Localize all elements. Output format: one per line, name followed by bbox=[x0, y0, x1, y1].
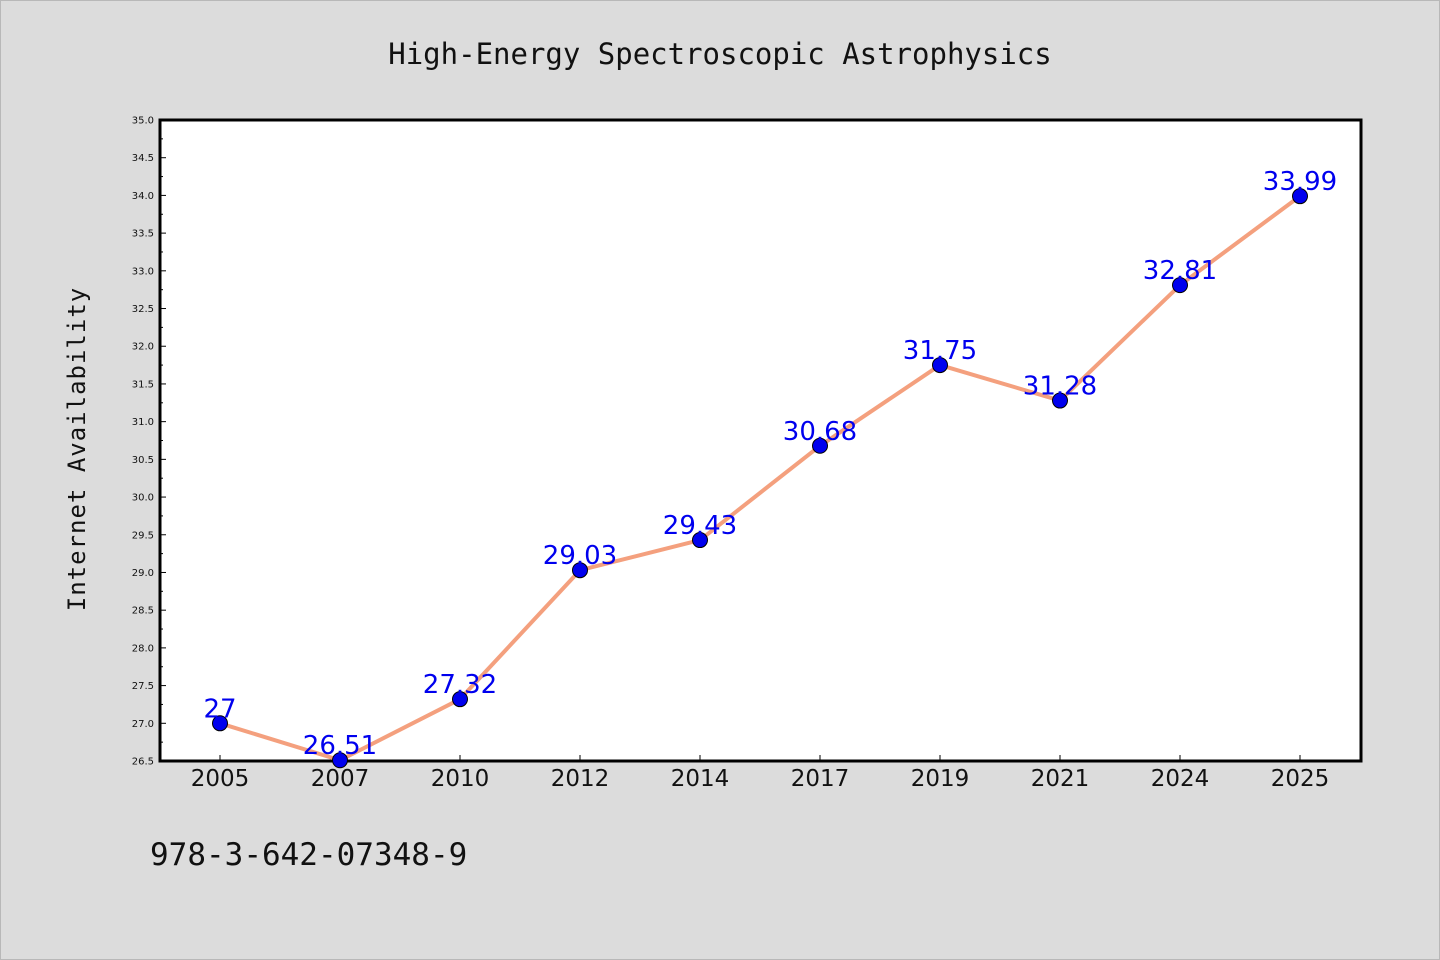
y-tick-label: 30.0 bbox=[132, 493, 154, 504]
y-tick-label: 32.0 bbox=[132, 342, 154, 353]
data-point-marker bbox=[452, 691, 468, 708]
x-tick-label: 2021 bbox=[1031, 766, 1090, 792]
y-tick-label: 27.5 bbox=[132, 681, 154, 692]
x-tick-label: 2007 bbox=[311, 766, 370, 792]
data-point-marker bbox=[812, 437, 828, 454]
y-tick-label: 26.5 bbox=[132, 757, 154, 768]
x-tick-label: 2012 bbox=[551, 766, 610, 792]
x-tick-label: 2024 bbox=[1151, 766, 1210, 792]
y-tick-label: 31.0 bbox=[132, 417, 154, 428]
data-point-marker bbox=[1052, 392, 1068, 409]
y-tick-label: 28.0 bbox=[132, 643, 154, 654]
y-axis: 26.5 27.0 27.5 28.0 28.5 29.0 29.5 30.0 30.5 31.0… bbox=[132, 116, 166, 768]
y-tick-label: 35.0 bbox=[132, 116, 154, 127]
y-tick-label: 28.5 bbox=[132, 606, 154, 617]
y-tick-label: 29.5 bbox=[132, 530, 154, 541]
x-tick-label: 2005 bbox=[191, 766, 250, 792]
x-tick-label: 2014 bbox=[671, 766, 730, 792]
y-axis-label: Internet Availability bbox=[63, 287, 91, 611]
plot-area bbox=[158, 118, 1363, 763]
y-tick-label: 29.0 bbox=[132, 568, 154, 579]
data-point-marker bbox=[692, 532, 708, 549]
data-point-marker bbox=[332, 752, 348, 769]
x-tick-label: 2010 bbox=[431, 766, 490, 792]
series-line bbox=[219, 194, 1302, 763]
data-label: 26.51 bbox=[303, 731, 377, 761]
x-axis: 2005 2007 2010 2012 2014 2017 2019 2021 2024 2025 bbox=[191, 755, 1330, 792]
data-label: 29.03 bbox=[543, 541, 617, 571]
series-line-layer bbox=[219, 194, 1302, 763]
data-label: 27.32 bbox=[423, 670, 497, 700]
x-tick-label: 2025 bbox=[1271, 766, 1330, 792]
data-label: 31.75 bbox=[903, 336, 977, 366]
isbn-footnote: 978-3-642-07348-9 bbox=[150, 837, 467, 873]
y-tick-label: 30.5 bbox=[132, 455, 154, 466]
data-point-marker bbox=[212, 715, 228, 732]
data-label: 29.43 bbox=[663, 511, 737, 541]
data-label: 27 bbox=[203, 694, 236, 724]
data-label: 31.28 bbox=[1023, 372, 1097, 402]
data-label: 32.81 bbox=[1143, 256, 1217, 286]
y-tick-label: 31.5 bbox=[132, 379, 154, 390]
data-label-layer: 27 26.51 27.32 29.03 29.43 30.68 31.75 31.28 32.… bbox=[203, 167, 1337, 761]
marker-layer bbox=[212, 188, 1308, 769]
y-tick-label: 34.0 bbox=[132, 191, 154, 202]
x-tick-label: 2019 bbox=[911, 766, 970, 792]
x-tick-label: 2017 bbox=[791, 766, 850, 792]
data-label: 30.68 bbox=[783, 417, 857, 447]
y-tick-label: 33.5 bbox=[132, 229, 154, 240]
data-point-marker bbox=[1172, 277, 1188, 294]
data-point-marker bbox=[1292, 188, 1308, 205]
y-tick-label: 34.5 bbox=[132, 153, 154, 164]
y-tick-label: 33.0 bbox=[132, 266, 154, 277]
y-tick-label: 27.0 bbox=[132, 719, 154, 730]
chart-title: High-Energy Spectroscopic Astrophysics bbox=[388, 37, 1051, 71]
data-point-marker bbox=[932, 357, 948, 374]
y-tick-label: 32.5 bbox=[132, 304, 154, 315]
data-label: 33.99 bbox=[1263, 167, 1337, 197]
data-point-marker bbox=[572, 562, 588, 579]
